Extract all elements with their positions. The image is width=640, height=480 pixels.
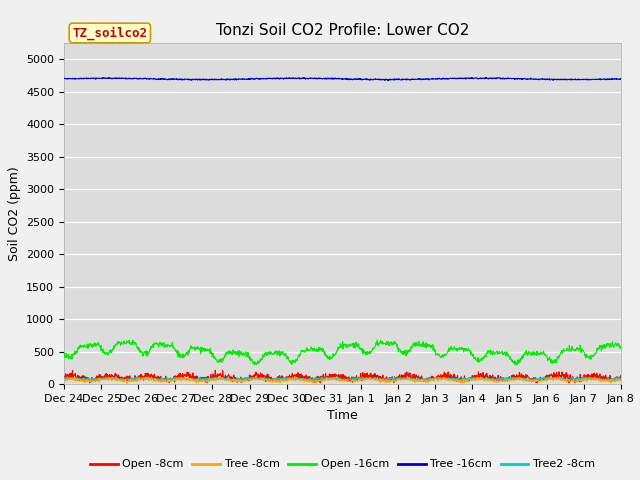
- Open -16cm: [502, 352, 510, 358]
- Tree2 -8cm: [545, 374, 553, 380]
- Line: Open -8cm: Open -8cm: [64, 370, 621, 383]
- Tree -8cm: [171, 377, 179, 383]
- Tree2 -8cm: [429, 376, 437, 382]
- Legend: Open -8cm, Tree -8cm, Open -16cm, Tree -16cm, Tree2 -8cm: Open -8cm, Tree -8cm, Open -16cm, Tree -…: [86, 455, 599, 474]
- Open -8cm: [184, 372, 192, 378]
- Tree2 -8cm: [60, 374, 68, 380]
- Open -8cm: [552, 371, 559, 377]
- Tree -8cm: [330, 374, 337, 380]
- Tree2 -8cm: [194, 378, 202, 384]
- X-axis label: Time: Time: [327, 409, 358, 422]
- Tree -8cm: [60, 377, 68, 383]
- Tree2 -8cm: [617, 375, 625, 381]
- Open -8cm: [86, 380, 94, 385]
- Tree -16cm: [617, 76, 625, 82]
- Open -8cm: [247, 373, 255, 379]
- Tree2 -8cm: [184, 376, 191, 382]
- Tree -16cm: [552, 76, 559, 82]
- Open -16cm: [171, 345, 179, 351]
- Open -16cm: [246, 354, 254, 360]
- Tree -16cm: [481, 74, 489, 80]
- Tree -8cm: [617, 377, 625, 383]
- Line: Tree -16cm: Tree -16cm: [64, 77, 621, 81]
- Open -16cm: [251, 361, 259, 367]
- Open -16cm: [184, 348, 192, 354]
- Open -8cm: [429, 374, 437, 380]
- Tree -8cm: [429, 377, 437, 383]
- Tree2 -8cm: [502, 376, 509, 382]
- Open -16cm: [552, 360, 559, 365]
- Tree -16cm: [184, 76, 191, 82]
- Open -16cm: [617, 343, 625, 349]
- Tree -8cm: [502, 377, 510, 383]
- Tree -8cm: [184, 377, 192, 383]
- Open -8cm: [211, 367, 219, 373]
- Tree2 -8cm: [246, 375, 254, 381]
- Tree -16cm: [502, 76, 510, 82]
- Open -8cm: [171, 379, 179, 385]
- Tree -16cm: [429, 76, 437, 82]
- Line: Tree -8cm: Tree -8cm: [64, 377, 621, 384]
- Tree -16cm: [246, 76, 254, 82]
- Line: Open -16cm: Open -16cm: [64, 340, 621, 364]
- Open -8cm: [502, 376, 510, 382]
- Text: TZ_soilco2: TZ_soilco2: [72, 26, 147, 40]
- Tree2 -8cm: [170, 376, 178, 382]
- Y-axis label: Soil CO2 (ppm): Soil CO2 (ppm): [8, 166, 20, 261]
- Tree -8cm: [552, 376, 559, 382]
- Open -16cm: [129, 337, 137, 343]
- Open -16cm: [60, 352, 68, 358]
- Tree -8cm: [124, 381, 131, 386]
- Tree -16cm: [385, 78, 392, 84]
- Tree -16cm: [60, 76, 68, 82]
- Tree -16cm: [170, 76, 178, 82]
- Open -8cm: [617, 372, 625, 378]
- Tree -8cm: [246, 376, 254, 382]
- Open -16cm: [429, 344, 437, 349]
- Line: Tree2 -8cm: Tree2 -8cm: [64, 377, 621, 381]
- Open -8cm: [60, 375, 68, 381]
- Tree2 -8cm: [552, 376, 559, 382]
- Title: Tonzi Soil CO2 Profile: Lower CO2: Tonzi Soil CO2 Profile: Lower CO2: [216, 23, 469, 38]
